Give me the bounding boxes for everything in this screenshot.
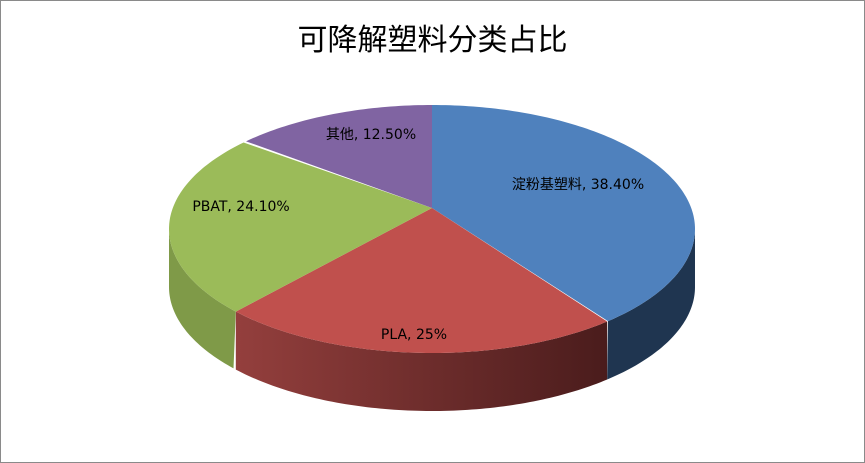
data-label-0: 淀粉基塑料, 38.40% xyxy=(512,176,644,193)
pie-side-0 xyxy=(607,229,695,380)
pie-slice-3 xyxy=(246,105,432,208)
pie-slice-0 xyxy=(432,105,695,322)
pie-side-1 xyxy=(235,311,608,411)
data-label-3: 其他, 12.50% xyxy=(326,127,416,143)
data-label-2: PBAT, 24.10% xyxy=(192,199,289,215)
pie-side-2 xyxy=(169,230,236,369)
data-label-1: PLA, 25% xyxy=(381,327,447,343)
pie-slice-1 xyxy=(235,208,608,353)
pie-slice-2 xyxy=(169,142,432,312)
chart-title: 可降解塑料分类占比 xyxy=(297,23,568,58)
